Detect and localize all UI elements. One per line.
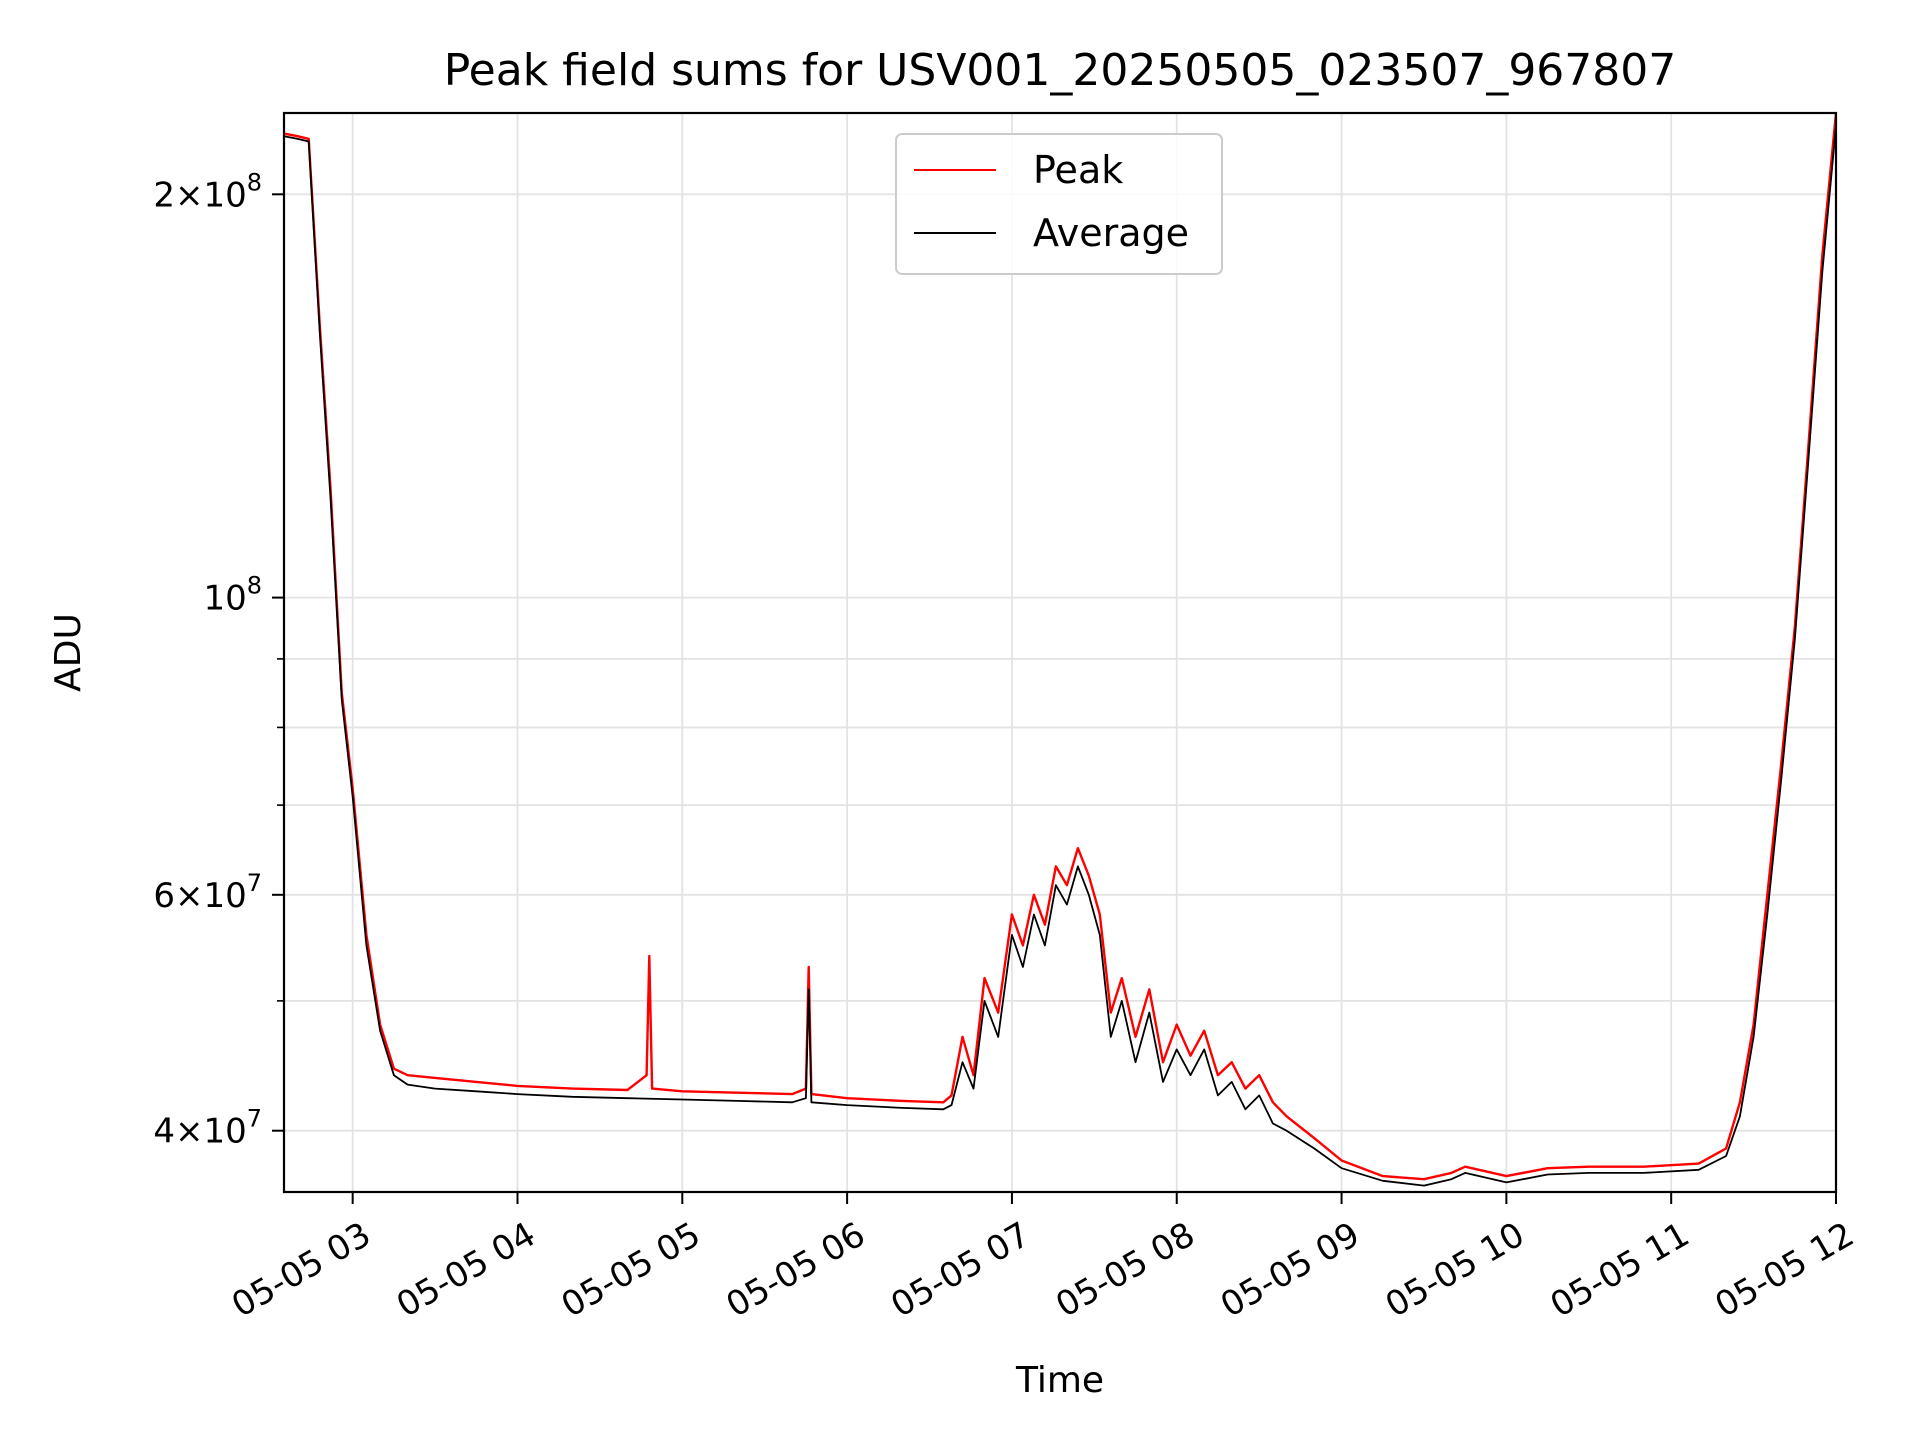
y-tick-mantissa: 2: [153, 175, 175, 215]
series-lines: [284, 113, 1836, 1187]
y-tick-times: ×10: [175, 876, 247, 916]
y-tick-exponent: 8: [247, 572, 262, 600]
y-tick-times: ×10: [175, 1112, 247, 1152]
series-line-peak: [284, 113, 1836, 1181]
legend-label-average: Average: [1033, 211, 1189, 255]
y-tick-exponent: 8: [247, 168, 262, 196]
y-tick-times: ×10: [175, 175, 247, 215]
y-tick-label: 6×107: [153, 869, 262, 916]
y-tick-label: 4×107: [153, 1105, 262, 1152]
y-tick-mantissa: 6: [153, 876, 175, 916]
legend-label-peak: Peak: [1033, 148, 1123, 192]
y-tick-exponent: 7: [247, 869, 262, 897]
y-tick-base: 10: [203, 579, 246, 619]
chart-title: Peak field sums for USV001_20250505_0235…: [444, 45, 1677, 96]
plot-frame: [282, 111, 1838, 1194]
x-axis-label: Time: [1015, 1360, 1104, 1401]
legend: Peak Average: [895, 133, 1223, 275]
y-tick-mantissa: 4: [153, 1112, 175, 1152]
y-tick-label: 2×108: [153, 168, 262, 215]
y-tick-exponent: 7: [247, 1105, 262, 1133]
y-tick-label: 108: [203, 572, 262, 619]
series-line-average: [284, 125, 1836, 1187]
y-axis-label: ADU: [48, 613, 89, 692]
